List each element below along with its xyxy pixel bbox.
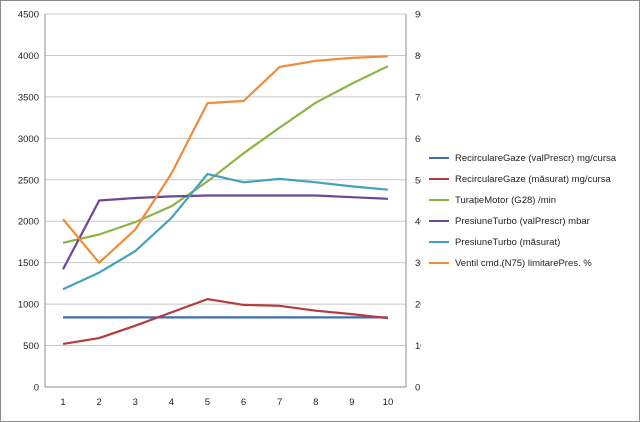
y-right-tick-label: 60 [415, 134, 421, 145]
y-left-tick-label: 500 [23, 341, 39, 352]
series-line-5 [62, 172, 389, 291]
y-right-tick-label: 80 [415, 51, 421, 62]
legend-item: Ventil cmd.(N75) limitarePres. % [429, 256, 592, 270]
y-right-tick-label: 20 [415, 300, 421, 311]
y-right-tick-label: 10 [415, 341, 421, 352]
legend-swatch [429, 220, 449, 222]
legend-item: RecirculareGaze (valPrescr) mg/cursa [429, 151, 616, 165]
line-chart: 0 500 1000 1500 2000 2500 3000 3500 4000 4500 0 10 2… [18, 10, 421, 409]
legend-item: PresiuneTurbo (valPrescr) mbar [429, 214, 590, 228]
series-line-2 [62, 298, 389, 345]
x-tick-label: 10 [383, 397, 394, 408]
legend-item: TurațieMotor (G28) /min [429, 193, 556, 207]
x-tick-label: 5 [205, 397, 210, 408]
legend-swatch [429, 199, 449, 201]
y-left-tick-label: 4000 [18, 51, 39, 62]
y-right-tick-label: 30 [415, 258, 421, 269]
x-tick-label: 4 [169, 397, 174, 408]
x-tick-label: 9 [349, 397, 354, 408]
legend-label: RecirculareGaze (măsurat) mg/cursa [455, 173, 611, 185]
y-right-tick-label: 90 [415, 10, 421, 21]
legend-label: RecirculareGaze (valPrescr) mg/cursa [455, 152, 617, 164]
y-left-tick-label: 1500 [18, 258, 39, 269]
y-left-tick-label: 3000 [18, 134, 39, 145]
legend-swatch [429, 157, 449, 159]
legend-label: PresiuneTurbo (măsurat) [455, 236, 561, 248]
series-line-6 [62, 55, 388, 264]
x-tick-label: 3 [133, 397, 138, 408]
series-line-4 [62, 194, 388, 270]
legend-swatch [429, 241, 449, 243]
legend-item: RecirculareGaze (măsurat) mg/cursa [429, 172, 611, 186]
legend-item: PresiuneTurbo (măsurat) [429, 235, 560, 249]
x-tick-label: 8 [313, 397, 318, 408]
legend-swatch [429, 178, 449, 180]
y-right-tick-label: 0 [415, 383, 420, 394]
y-right-tick-label: 50 [415, 175, 421, 186]
x-tick-label: 7 [277, 397, 282, 408]
x-tick-label: 6 [241, 397, 246, 408]
y-left-tick-label: 4500 [18, 10, 39, 21]
y-left-tick-label: 2000 [18, 217, 39, 228]
y-right-tick-label: 40 [415, 217, 421, 228]
y-left-tick-label: 3500 [18, 92, 39, 103]
legend-swatch [429, 262, 449, 264]
x-tick-label: 2 [97, 397, 102, 408]
y-left-tick-label: 2500 [18, 175, 39, 186]
legend-label: Ventil cmd.(N75) limitarePres. % [455, 257, 592, 269]
y-left-tick-label: 0 [34, 383, 39, 394]
legend-label: PresiuneTurbo (valPrescr) mbar [455, 215, 590, 227]
series-line-3 [62, 65, 389, 244]
y-right-tick-label: 70 [415, 92, 421, 103]
legend-label: TurațieMotor (G28) /min [455, 194, 557, 206]
y-left-tick-label: 1000 [18, 300, 39, 311]
x-tick-label: 1 [60, 397, 65, 408]
